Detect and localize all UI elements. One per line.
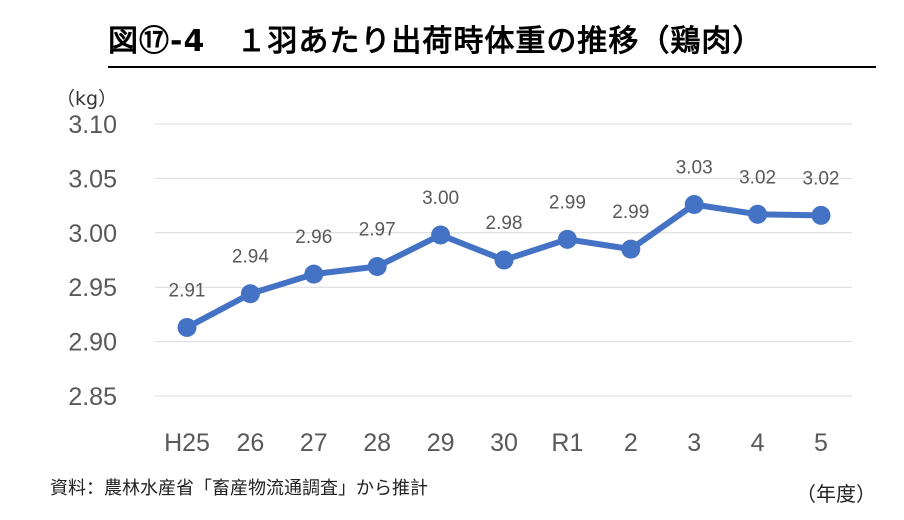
data-point xyxy=(431,225,451,245)
y-tick-label: 2.90 xyxy=(68,329,117,357)
y-tick-label: 2.85 xyxy=(68,383,117,411)
data-label: 2.98 xyxy=(486,213,523,234)
data-label: 3.00 xyxy=(422,188,459,209)
data-point xyxy=(684,195,704,215)
y-tick-label: 2.95 xyxy=(68,274,117,302)
data-point xyxy=(177,317,197,337)
gridlines xyxy=(155,123,852,397)
data-label: 3.03 xyxy=(676,158,713,179)
x-tick-label: 5 xyxy=(814,429,828,457)
x-axis-ticks: H25 26 27 28 29 30 R1 2 3 4 5 xyxy=(164,429,828,457)
data-labels: 2.91 2.94 2.96 2.97 3.00 2.98 2.99 2.99 3.03 3.02… xyxy=(169,158,840,302)
x-unit-label: （年度） xyxy=(796,482,876,506)
x-tick-label: 29 xyxy=(427,429,455,457)
data-point xyxy=(304,264,324,284)
data-point xyxy=(557,229,577,249)
data-point xyxy=(621,239,641,259)
data-point xyxy=(240,284,260,304)
y-unit-label: （kg） xyxy=(56,88,118,110)
data-label: 2.91 xyxy=(169,280,206,301)
x-tick-label: 26 xyxy=(236,429,264,457)
data-points xyxy=(177,195,831,337)
title-underline xyxy=(108,66,876,68)
data-point xyxy=(494,250,514,270)
data-label: 2.99 xyxy=(612,202,649,223)
x-tick-label: 30 xyxy=(490,429,518,457)
data-point xyxy=(367,257,387,277)
x-tick-label: H25 xyxy=(164,429,210,457)
chart-title: 図⑰-4 １羽あたり出荷時体重の推移（鶏肉） xyxy=(108,24,764,59)
x-tick-label: 27 xyxy=(300,429,328,457)
x-tick-label: 2 xyxy=(624,429,638,457)
data-point xyxy=(811,205,831,225)
data-label: 2.99 xyxy=(549,192,586,213)
data-label: 3.02 xyxy=(803,168,840,189)
y-tick-label: 3.10 xyxy=(68,111,117,139)
x-tick-label: R1 xyxy=(551,429,583,457)
y-tick-label: 3.00 xyxy=(68,220,117,248)
source-note: 資料：農林水産省「畜産物流通調査」から推計 xyxy=(50,478,428,499)
data-label: 3.02 xyxy=(739,167,776,188)
data-point xyxy=(748,204,768,224)
x-tick-label: 3 xyxy=(687,429,701,457)
data-label: 2.96 xyxy=(295,227,332,248)
y-tick-label: 3.05 xyxy=(68,165,117,193)
data-label: 2.97 xyxy=(359,220,396,241)
x-tick-label: 4 xyxy=(751,429,765,457)
data-label: 2.94 xyxy=(232,247,269,268)
x-tick-label: 28 xyxy=(363,429,391,457)
y-axis-ticks: 3.10 3.05 3.00 2.95 2.90 2.85 xyxy=(68,111,117,411)
